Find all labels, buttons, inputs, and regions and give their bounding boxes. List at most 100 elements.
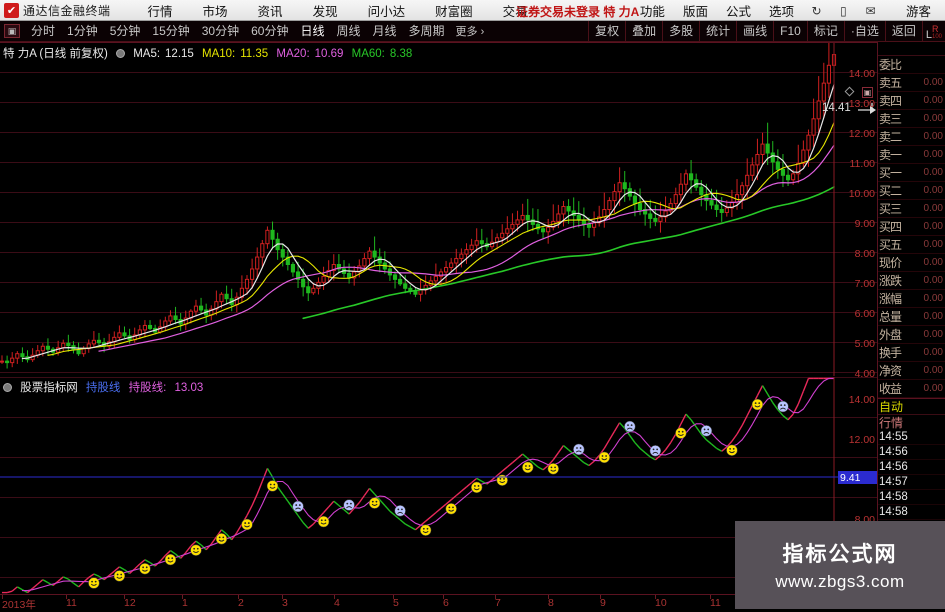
order-book-row[interactable]: 卖五 0.00 <box>878 74 945 92</box>
menu-item-faxian[interactable]: 发现 <box>312 4 338 19</box>
gridline <box>0 417 877 418</box>
gridline <box>0 537 877 538</box>
kline-canvas <box>0 43 837 376</box>
period-weekly[interactable]: 周线 <box>336 24 361 38</box>
order-book-row[interactable]: 买三 0.00 <box>878 200 945 218</box>
order-book-row[interactable]: 涨跌 0.00 <box>878 272 945 290</box>
order-book-value: 0.00 <box>923 275 943 286</box>
date-tick: 4 <box>334 597 340 609</box>
gridline <box>0 497 877 498</box>
order-book-value: 0.00 <box>923 293 943 304</box>
period-15min[interactable]: 15分钟 <box>152 24 190 38</box>
ma60-value: 8.38 <box>389 48 413 60</box>
order-book-label: 买四 <box>879 220 902 234</box>
lr-level-indicator[interactable]: L R 100 <box>921 21 945 41</box>
main-kline-pane[interactable]: 特 力A (日线 前复权) MA5: 12.15 MA10: 11.35 MA20:… <box>0 43 877 380</box>
order-book-value: 0.00 <box>923 257 943 268</box>
order-book-row[interactable]: 买一 0.00 <box>878 164 945 182</box>
order-book-row[interactable]: 收益 0.00 <box>878 380 945 398</box>
order-book-row[interactable]: 换手 0.00 <box>878 344 945 362</box>
period-60min[interactable]: 60分钟 <box>251 24 289 38</box>
order-book-row[interactable]: 委比 <box>878 56 945 74</box>
current-price-badge: 9.41 <box>838 471 877 484</box>
price-tick: 7.00 <box>854 278 875 290</box>
order-book-value: 0.00 <box>923 365 943 376</box>
order-book-row[interactable]: 外盘 0.00 <box>878 326 945 344</box>
order-book-row[interactable]: 卖三 0.00 <box>878 110 945 128</box>
order-book-label: 收益 <box>879 382 902 396</box>
refresh-icon[interactable]: ↻ <box>811 3 822 18</box>
ma10-label: MA10: <box>202 48 236 60</box>
order-book-row[interactable]: 涨幅 0.00 <box>878 290 945 308</box>
menu-item-gongneng[interactable]: 功能 <box>639 5 665 19</box>
period-5min[interactable]: 5分钟 <box>109 24 141 38</box>
app-logo: ✔ 通达信金融终端 <box>0 2 111 19</box>
button-fuquan[interactable]: 复权 <box>588 21 625 41</box>
button-zixuan[interactable]: ·自选 <box>843 21 885 41</box>
sub-price-tick: 14.00 <box>848 394 875 406</box>
order-book-label: 涨跌 <box>879 274 902 288</box>
button-tongji[interactable]: 统计 <box>699 21 736 41</box>
menu-item-banmian[interactable]: 版面 <box>682 5 708 19</box>
gridline <box>0 72 877 73</box>
box-marker-icon[interactable]: ▣ <box>862 87 873 98</box>
button-f10[interactable]: F10 <box>773 21 807 41</box>
mobile-icon[interactable]: ▯ <box>840 3 847 18</box>
ma5-label: MA5: <box>133 48 161 60</box>
button-diejia[interactable]: 叠加 <box>625 21 662 41</box>
order-book-row[interactable]: 卖四 0.00 <box>878 92 945 110</box>
order-book-value: 0.00 <box>923 329 943 340</box>
order-book-label: 净资 <box>879 364 902 378</box>
order-book-row[interactable]: 卖二 0.00 <box>878 128 945 146</box>
order-book-panel[interactable]: 委比 卖五 0.00 卖四 0.00 卖三 0.00 卖二 0.00 卖一 0.… <box>877 42 945 609</box>
mail-icon[interactable]: ✉ <box>865 3 876 18</box>
order-book-row[interactable]: 现价 0.00 <box>878 254 945 272</box>
order-book-value: 0.00 <box>923 167 943 178</box>
top-menu-right: 功能 版面 公式 选项 ↻ ▯ ✉ 游客 <box>631 0 945 21</box>
tick-time: 14:56 <box>878 445 945 460</box>
order-book-value: 0.00 <box>923 203 943 214</box>
panel-toggle-icon[interactable]: ▣ <box>4 24 20 38</box>
period-multi[interactable]: 多周期 <box>408 24 445 38</box>
menu-item-zixun[interactable]: 资讯 <box>257 4 283 19</box>
gridline <box>0 342 877 343</box>
main-pane-title: 特 力A (日线 前复权) MA5: 12.15 MA10: 11.35 MA20:… <box>3 45 417 61</box>
price-tick: 8.00 <box>854 248 875 260</box>
order-book-row[interactable]: 卖一 0.00 <box>878 146 945 164</box>
menu-item-caifuquan[interactable]: 财富圈 <box>435 4 473 19</box>
watermark: 指标公式网 www.zbgs3.com <box>735 521 945 609</box>
menu-item-jiaoyi[interactable]: 交易 <box>502 4 528 19</box>
menu-item-xuanxiang[interactable]: 选项 <box>768 5 794 19</box>
button-duogu[interactable]: 多股 <box>662 21 699 41</box>
menu-item-shichang[interactable]: 市场 <box>202 4 228 19</box>
gridline <box>0 132 877 133</box>
period-more[interactable]: 更多 › <box>455 26 485 38</box>
sub-indicator-pane[interactable]: 股票指标网 持股线 持股线: 13.03 14.00 12.00 8.00 9.… <box>0 377 877 594</box>
top-menu-bar: ✔ 通达信金融终端 行情 市场 资讯 发现 问小达 财富圈 交易 证券交易未登录… <box>0 0 945 21</box>
period-1min[interactable]: 1分钟 <box>67 24 98 38</box>
menu-item-hangqing[interactable]: 行情 <box>147 4 173 19</box>
period-30min[interactable]: 30分钟 <box>201 24 240 38</box>
menu-item-gongshi[interactable]: 公式 <box>725 5 751 19</box>
button-biaoji[interactable]: 标记 <box>806 21 844 41</box>
gridline <box>0 312 877 313</box>
order-book-row[interactable]: 净资 0.00 <box>878 362 945 380</box>
period-fenshi[interactable]: 分时 <box>31 24 56 38</box>
button-fanhui[interactable]: 返回 <box>884 21 922 41</box>
order-book-row[interactable]: 买二 0.00 <box>878 182 945 200</box>
period-daily[interactable]: 日线 <box>300 24 325 38</box>
order-book-row[interactable]: 买四 0.00 <box>878 218 945 236</box>
order-book-row[interactable]: 买五 0.00 <box>878 236 945 254</box>
period-monthly[interactable]: 月线 <box>372 24 397 38</box>
guest-user-label[interactable]: 游客 <box>905 5 931 19</box>
gridline <box>0 102 877 103</box>
menu-item-wenxiaoda[interactable]: 问小达 <box>367 4 406 19</box>
auto-mode-label[interactable]: 自动 <box>878 398 945 415</box>
order-book-row[interactable]: 总量 0.00 <box>878 308 945 326</box>
button-huaxian[interactable]: 画线 <box>736 21 773 41</box>
gridline <box>0 162 877 163</box>
tick-time: 14:57 <box>878 475 945 490</box>
lr-left-label: L <box>925 29 932 41</box>
indicator-dot-icon <box>3 383 12 392</box>
